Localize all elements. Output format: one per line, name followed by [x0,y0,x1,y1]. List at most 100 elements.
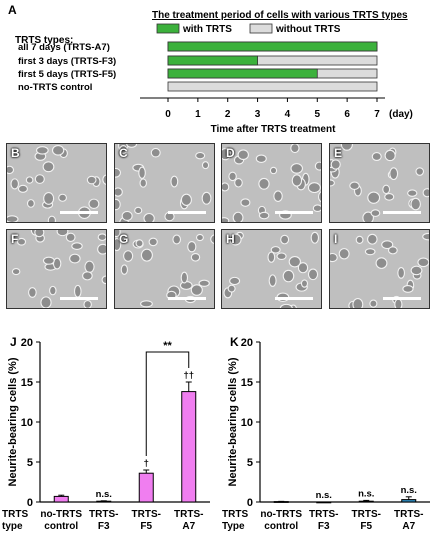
cell-shape [34,174,45,184]
cell-shape [270,246,281,254]
y-tick-label: 10 [21,417,33,429]
cell-shape [28,287,37,298]
cell-shape [73,284,82,298]
cell-shape [291,174,303,187]
timeline-tick-label: 1 [195,109,201,120]
cell-shape [422,188,429,198]
cell-shape [364,248,376,256]
cell-shape [381,240,394,250]
micrograph-d: D [221,143,322,223]
significance-label: †† [183,370,194,381]
cell-shape [52,257,62,270]
cell-shape [234,178,243,188]
cell-shape [387,246,398,255]
micrograph-h: H [221,229,322,309]
micrograph-letter: E [334,146,343,160]
cell-shape [36,146,49,155]
cell-shape [237,149,249,161]
cell-shape [71,242,83,250]
cell-shape [42,161,55,173]
cell-shape [135,239,144,248]
cell-shape [402,284,414,293]
cell-shape [268,274,277,287]
scale-bar [60,211,98,214]
cell-shape [330,159,341,170]
legend-swatch-with [156,23,180,34]
cell-shape [367,233,378,245]
cell-shape [17,184,28,193]
cell-shape [232,211,244,222]
cell-shape [415,167,425,176]
bar [316,501,332,504]
panel-letter-a: A [8,3,17,17]
cell-shape [126,144,138,148]
x-tick-label: no-TRTS control [40,509,82,532]
y-tick-label: 10 [241,417,253,429]
cell-field [223,231,320,308]
treatment-timeline: A The treatment period of cells with var… [8,3,413,135]
bar [401,499,417,503]
cell-shape [25,176,34,184]
cell-shape [11,268,21,276]
y-tick-label: 0 [27,497,33,509]
cell-shape [83,299,92,308]
cell-shape [255,154,267,163]
micrograph-g: G [114,229,215,309]
bar [138,472,154,503]
cell-shape [195,233,204,242]
cell-shape [384,149,396,162]
cell-shape [222,182,230,192]
micrograph-i: I [329,229,430,309]
significance-label: n.s. [358,488,374,499]
cell-shape [330,252,338,263]
rows-header: TRTS types: [15,35,73,46]
timeline-tick-label: 6 [344,109,350,120]
cell-shape [282,269,295,283]
cell-shape [120,264,128,275]
timeline-tick-label: 7 [374,109,380,120]
cell-shape [190,284,203,296]
cell-shape [222,148,231,161]
cell-shape [394,298,403,308]
micrograph-c: C [114,143,215,223]
cell-shape [150,147,161,158]
micrograph-letter: D [226,146,235,160]
cell-shape [417,257,429,268]
y-axis-label: Neurite-bearing cells (%) [227,357,239,486]
cell-shape [349,181,360,190]
timeline-row-label: first 3 days (TRTS-F3) [18,56,116,67]
cell-shape [195,151,206,160]
cell-shape [371,152,382,162]
bar [358,500,374,503]
cell-shape [26,199,35,208]
timeline-tick-label: 2 [225,109,231,120]
scale-bar [383,211,421,214]
cell-shape [382,184,391,195]
cell-shape [139,178,147,188]
timeline-xlabel: Time after TRTS treatment [211,124,337,135]
timeline-row-label: all 7 days (TRTS-A7) [18,42,110,53]
cell-shape [362,211,374,222]
x-tick-label: TRTS-F5 [132,509,161,532]
cell-shape [407,189,418,197]
cell-shape [198,279,210,287]
cell-shape [51,144,65,156]
cell-shape [273,190,283,202]
cell-shape [119,145,128,154]
cell-shape [290,144,300,154]
cell-shape [143,212,155,222]
cell-shape [180,271,189,284]
cell-shape [310,231,320,244]
cell-shape [222,217,230,222]
cell-shape [288,256,301,268]
y-tick-label: 5 [247,457,253,469]
cell-shape [330,179,335,187]
cell-shape [314,161,321,171]
timeline-tick-label: 5 [315,109,321,120]
cell-shape [307,182,321,194]
x-axis-label: TRTS Type [222,509,248,532]
cell-shape [355,235,364,244]
panel-letter: K [230,335,239,349]
cell-shape [7,165,15,175]
cell-shape [69,253,81,264]
